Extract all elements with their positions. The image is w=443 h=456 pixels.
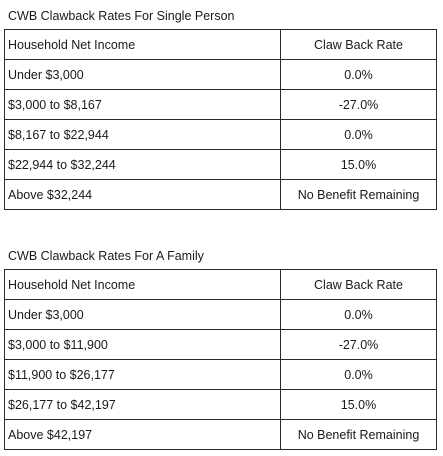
income-cell: Under $3,000 bbox=[4, 299, 281, 330]
table-row: Above $32,244 No Benefit Remaining bbox=[4, 179, 437, 210]
table-row: $8,167 to $22,944 0.0% bbox=[4, 119, 437, 150]
table-row: $3,000 to $8,167 -27.0% bbox=[4, 89, 437, 120]
table-row: Above $42,197 No Benefit Remaining bbox=[4, 419, 437, 450]
income-cell: $26,177 to $42,197 bbox=[4, 389, 281, 420]
table-header-row: Household Net Income Claw Back Rate bbox=[4, 269, 437, 300]
table-header-row: Household Net Income Claw Back Rate bbox=[4, 29, 437, 60]
family-clawback-table: Household Net Income Claw Back Rate Unde… bbox=[4, 269, 437, 450]
table-row: Under $3,000 0.0% bbox=[4, 59, 437, 90]
table-row: $26,177 to $42,197 15.0% bbox=[4, 389, 437, 420]
rate-cell: 0.0% bbox=[280, 299, 437, 330]
rate-column-header: Claw Back Rate bbox=[280, 269, 437, 300]
income-cell: $3,000 to $11,900 bbox=[4, 329, 281, 360]
income-cell: Under $3,000 bbox=[4, 59, 281, 90]
income-cell: $3,000 to $8,167 bbox=[4, 89, 281, 120]
rate-cell: -27.0% bbox=[280, 89, 437, 120]
table-row: Under $3,000 0.0% bbox=[4, 299, 437, 330]
rate-cell: No Benefit Remaining bbox=[280, 419, 437, 450]
income-column-header: Household Net Income bbox=[4, 269, 281, 300]
rate-cell: 0.0% bbox=[280, 59, 437, 90]
income-cell: $11,900 to $26,177 bbox=[4, 359, 281, 390]
income-cell: $22,944 to $32,244 bbox=[4, 149, 281, 180]
rate-column-header: Claw Back Rate bbox=[280, 29, 437, 60]
table-row: $22,944 to $32,244 15.0% bbox=[4, 149, 437, 180]
income-cell: $8,167 to $22,944 bbox=[4, 119, 281, 150]
rate-cell: -27.0% bbox=[280, 329, 437, 360]
rate-cell: 0.0% bbox=[280, 359, 437, 390]
income-cell: Above $32,244 bbox=[4, 179, 281, 210]
income-column-header: Household Net Income bbox=[4, 29, 281, 60]
single-person-table-caption: CWB Clawback Rates For Single Person bbox=[8, 9, 235, 23]
table-row: $11,900 to $26,177 0.0% bbox=[4, 359, 437, 390]
single-person-clawback-table: Household Net Income Claw Back Rate Unde… bbox=[4, 29, 437, 210]
rate-cell: 0.0% bbox=[280, 119, 437, 150]
rate-cell: 15.0% bbox=[280, 149, 437, 180]
family-table-caption: CWB Clawback Rates For A Family bbox=[8, 249, 204, 263]
income-cell: Above $42,197 bbox=[4, 419, 281, 450]
rate-cell: 15.0% bbox=[280, 389, 437, 420]
table-row: $3,000 to $11,900 -27.0% bbox=[4, 329, 437, 360]
rate-cell: No Benefit Remaining bbox=[280, 179, 437, 210]
